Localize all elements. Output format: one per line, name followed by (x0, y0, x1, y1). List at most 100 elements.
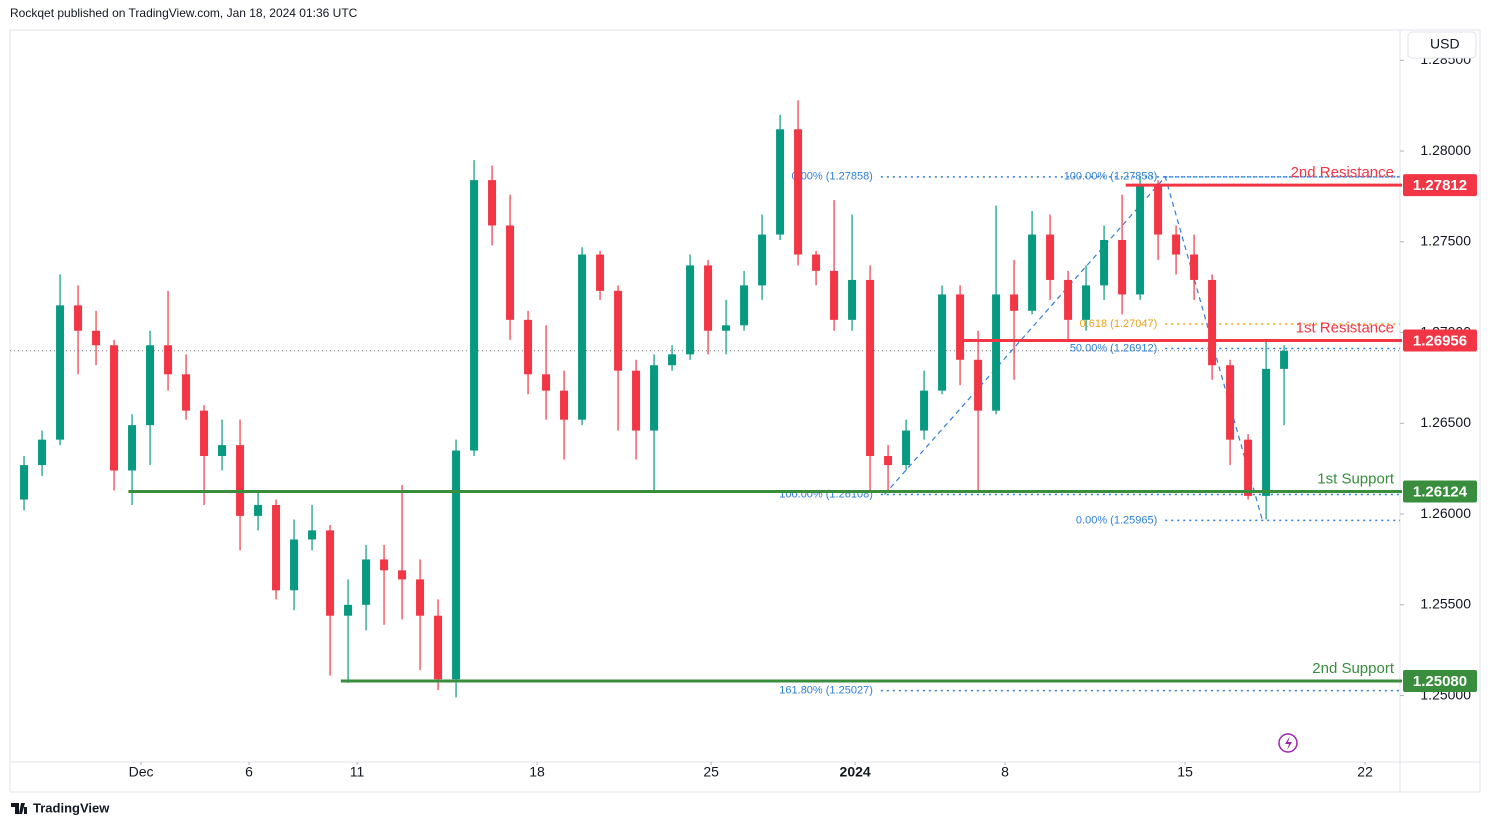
candle-body (848, 279, 857, 320)
candle-body (38, 439, 47, 466)
candle-body (1208, 279, 1217, 366)
candle-body (1010, 294, 1019, 311)
candle-body (470, 180, 479, 451)
candle-body (1226, 365, 1235, 440)
level-price-box (1403, 174, 1477, 197)
fib-label: 161.80% (1.25027) (779, 685, 873, 697)
candle-body (110, 345, 119, 471)
candle-body (146, 345, 155, 426)
candle-body (974, 359, 983, 411)
candle-body (254, 504, 263, 516)
candle-body (56, 305, 65, 440)
level-name: 2nd Resistance (1291, 164, 1394, 181)
level-price-box (1403, 329, 1477, 352)
fib-trend-line (884, 175, 1264, 521)
candle-body (596, 254, 605, 291)
level-name: 1st Resistance (1296, 320, 1394, 337)
candle-body (884, 455, 893, 466)
logo-icon (11, 803, 27, 814)
y-tick-label: 1.26500 (1420, 414, 1471, 430)
candle-body (866, 279, 875, 456)
candle-body (92, 330, 101, 346)
chart-frame (9, 29, 1481, 793)
fib-label: 100.00% (1.27858) (1064, 171, 1158, 183)
candle-body (380, 559, 389, 571)
candle-body (920, 390, 929, 431)
y-tick-label: 1.27500 (1420, 233, 1471, 249)
level-name: 2nd Support (1312, 660, 1395, 677)
candle-body (290, 539, 299, 591)
candle-body (326, 530, 335, 616)
candle-body (794, 129, 803, 255)
level-price-label: 1.25080 (1413, 673, 1467, 690)
candle-body (956, 294, 965, 360)
candle-body (1064, 279, 1073, 320)
candle-body (1100, 239, 1109, 286)
candle-body (434, 615, 443, 680)
candle-body (524, 319, 533, 375)
candle-body (1280, 350, 1289, 369)
candle-body (992, 294, 1001, 411)
level-price-label: 1.26124 (1413, 484, 1468, 501)
candle-body (506, 225, 515, 320)
candle-body (614, 290, 623, 371)
level-price-box (1403, 480, 1477, 503)
fib-label: 0.00% (1.25965) (1076, 514, 1157, 526)
x-tick-label: 8 (1001, 764, 1009, 780)
candle-body (632, 370, 641, 431)
lightning-icon (1278, 733, 1298, 753)
candle-body (452, 450, 461, 680)
x-tick-label: 15 (1177, 764, 1193, 780)
candle-body (488, 180, 497, 226)
candle-body (398, 570, 407, 580)
candle-body (236, 445, 245, 516)
candle-body (686, 265, 695, 355)
candle-body (704, 265, 713, 331)
level-price-box (1403, 670, 1477, 693)
candle-body (938, 294, 947, 391)
candle-body (416, 579, 425, 616)
candle-body (182, 374, 191, 411)
candle-body (1190, 254, 1199, 280)
candle-body (1172, 234, 1181, 255)
candle-body (542, 374, 551, 391)
plot-area: 0.00% (1.27858) 100.00% (1.27858) 0.618 (1… (10, 100, 1400, 698)
candle-body (1244, 439, 1253, 496)
candle-body (758, 234, 767, 286)
candle-body (776, 129, 785, 235)
candle-body (218, 445, 227, 456)
candle-body (344, 604, 353, 616)
candle-body (740, 285, 749, 326)
currency-box (1407, 31, 1477, 59)
fib-label: 0.618 (1.27047) (1080, 318, 1158, 330)
x-tick-label: 18 (529, 764, 545, 780)
candle-body (722, 325, 731, 331)
fib-label: 0.00% (1.27858) (792, 171, 873, 183)
candle-body (902, 430, 911, 466)
candle-body (74, 305, 83, 331)
candle-body (668, 354, 677, 366)
y-tick-label: 1.25500 (1420, 596, 1471, 612)
x-tick-label: Dec (129, 764, 154, 780)
candle-body (20, 465, 29, 500)
y-tick-label: 1.28000 (1420, 142, 1471, 158)
candle-body (560, 390, 569, 420)
x-tick-label: 2024 (840, 764, 871, 780)
candle-body (1262, 368, 1271, 496)
footer-logo (11, 803, 27, 814)
candle-body (308, 530, 317, 540)
level-price-label: 1.27812 (1413, 177, 1467, 194)
y-tick-label: 1.26000 (1420, 505, 1471, 521)
x-tick-label: 6 (245, 764, 253, 780)
candle-body (812, 254, 821, 271)
candle-body (830, 270, 839, 320)
x-tick-label: 22 (1357, 764, 1373, 780)
candle-body (650, 365, 659, 431)
candle-body (128, 425, 137, 471)
level-name: 1st Support (1317, 471, 1395, 488)
candle-body (362, 559, 371, 605)
currency: USD (1430, 36, 1460, 52)
candle-body (1046, 234, 1055, 280)
